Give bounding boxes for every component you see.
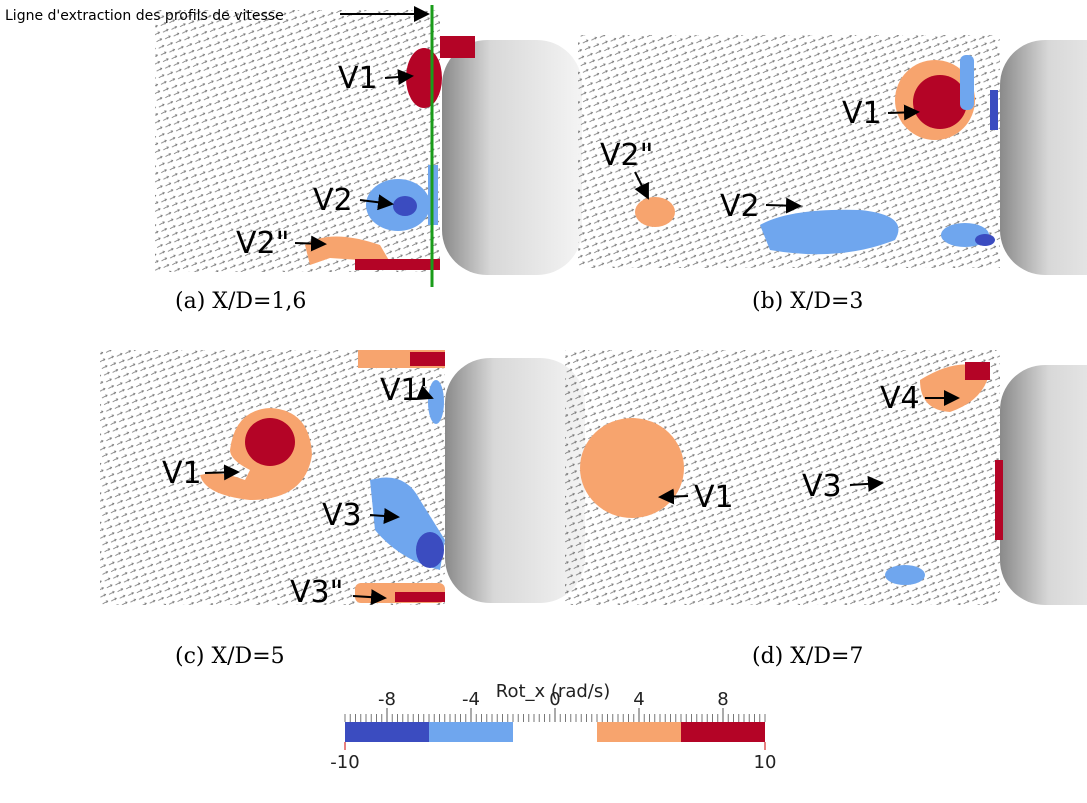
color-band (429, 722, 513, 742)
tick-label: 4 (633, 689, 644, 710)
vector-fields (100, 10, 1000, 605)
vortex-label: V1 (842, 96, 882, 131)
color-band (681, 722, 765, 742)
caption: (a) X/D=1,6 (175, 289, 306, 314)
tick-label: 8 (717, 689, 728, 710)
colorbar: Rot_x (rad/s) -8 -4 0 4 8 -10 10 (330, 681, 776, 773)
vortex-arrows (204, 69, 960, 606)
tick-label: -4 (462, 689, 480, 710)
vortex-label: V3 (322, 498, 362, 533)
vortex-label: V3" (290, 575, 343, 610)
vortex-label: V1 (338, 61, 378, 96)
caption: (c) X/D=5 (175, 644, 285, 669)
colorbar-title: Rot_x (rad/s) (496, 681, 611, 702)
color-band (597, 722, 681, 742)
tick-label: 10 (754, 752, 777, 773)
vortex-label: V2 (313, 183, 353, 218)
tick-label: 0 (549, 689, 560, 710)
vortex-label: V1' (380, 373, 428, 408)
vortex-label: V1 (162, 456, 202, 491)
cylinders (442, 40, 1087, 605)
color-band (345, 722, 429, 742)
color-band (513, 722, 597, 742)
vortex-label: V2 (720, 189, 760, 224)
annotation: Ligne d'extraction des profils de vitess… (5, 8, 284, 24)
vortex-label: V4 (880, 381, 920, 416)
vortex-label: V2" (600, 138, 653, 173)
vortex-label: V2" (236, 226, 289, 261)
caption: (b) X/D=3 (752, 289, 863, 314)
tick-label: -10 (330, 752, 359, 773)
vortex-labels: V1 V2 V2" V1 V2" V2 V1' V1 V3 V3" V4 V3 … (162, 61, 920, 610)
vortex-label: V3 (802, 469, 842, 504)
caption: (d) X/D=7 (752, 644, 863, 669)
tick-label: -8 (378, 689, 396, 710)
vortex-label: V1 (694, 480, 734, 515)
